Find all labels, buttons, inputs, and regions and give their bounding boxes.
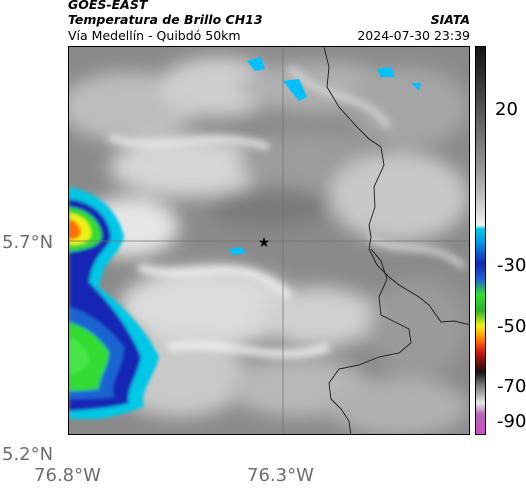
org-label: SIATA: [430, 12, 470, 27]
cyan-patches: [229, 57, 421, 255]
colorbar-tick-5: -90: [497, 411, 526, 432]
colorbar-tick-1: 20: [495, 99, 518, 120]
lon-tick-1: 76.8°W: [34, 465, 101, 486]
satellite-map[interactable]: ★: [68, 46, 470, 435]
colorbar-tick-2: -30: [497, 255, 526, 276]
department-border: [323, 47, 469, 325]
lat-tick-2: 5.2°N: [2, 444, 54, 465]
product-title: Temperatura de Brillo CH13: [68, 12, 263, 27]
satellite-title: GOES-EAST: [68, 0, 148, 12]
colorbar-tick-3: -50: [497, 316, 526, 337]
star-marker: ★: [258, 235, 271, 251]
lat-tick-1: 5.7°N: [2, 232, 54, 253]
colorbar: [475, 46, 486, 435]
region-label: Vía Medellín - Quibdó 50km: [68, 28, 241, 43]
department-border-2: [328, 248, 412, 434]
colorbar-tick-4: -70: [497, 376, 526, 397]
lon-tick-2: 76.3°W: [247, 465, 314, 486]
convective-cloud: [69, 187, 159, 419]
map-canvas: ★: [69, 47, 469, 434]
streak-layer: [107, 65, 466, 358]
timestamp-label: 2024-07-30 23:39: [357, 28, 470, 43]
